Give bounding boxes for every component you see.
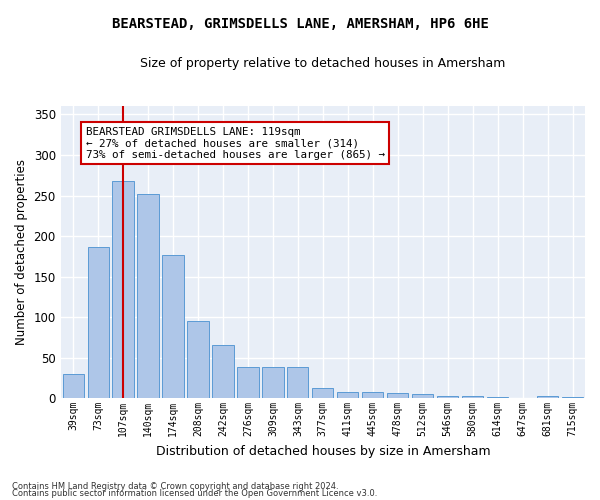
Bar	[187, 321, 209, 398]
Bar	[287, 368, 308, 398]
Bar	[462, 396, 483, 398]
Bar	[238, 368, 259, 398]
Bar	[362, 392, 383, 398]
Text: BEARSTEAD, GRIMSDELLS LANE, AMERSHAM, HP6 6HE: BEARSTEAD, GRIMSDELLS LANE, AMERSHAM, HP…	[112, 18, 488, 32]
Bar	[137, 194, 158, 398]
Bar	[437, 396, 458, 398]
Text: Contains public sector information licensed under the Open Government Licence v3: Contains public sector information licen…	[12, 489, 377, 498]
Bar	[562, 396, 583, 398]
Bar	[212, 346, 233, 398]
Text: BEARSTEAD GRIMSDELLS LANE: 119sqm
← 27% of detached houses are smaller (314)
73%: BEARSTEAD GRIMSDELLS LANE: 119sqm ← 27% …	[86, 126, 385, 160]
Bar	[412, 394, 433, 398]
Text: Contains HM Land Registry data © Crown copyright and database right 2024.: Contains HM Land Registry data © Crown c…	[12, 482, 338, 491]
Bar	[487, 396, 508, 398]
Title: Size of property relative to detached houses in Amersham: Size of property relative to detached ho…	[140, 58, 506, 70]
X-axis label: Distribution of detached houses by size in Amersham: Distribution of detached houses by size …	[155, 444, 490, 458]
Bar	[62, 374, 84, 398]
Bar	[262, 368, 284, 398]
Y-axis label: Number of detached properties: Number of detached properties	[15, 160, 28, 346]
Bar	[112, 181, 134, 398]
Bar	[312, 388, 334, 398]
Bar	[337, 392, 358, 398]
Bar	[88, 248, 109, 398]
Bar	[163, 254, 184, 398]
Bar	[387, 394, 409, 398]
Bar	[537, 396, 558, 398]
